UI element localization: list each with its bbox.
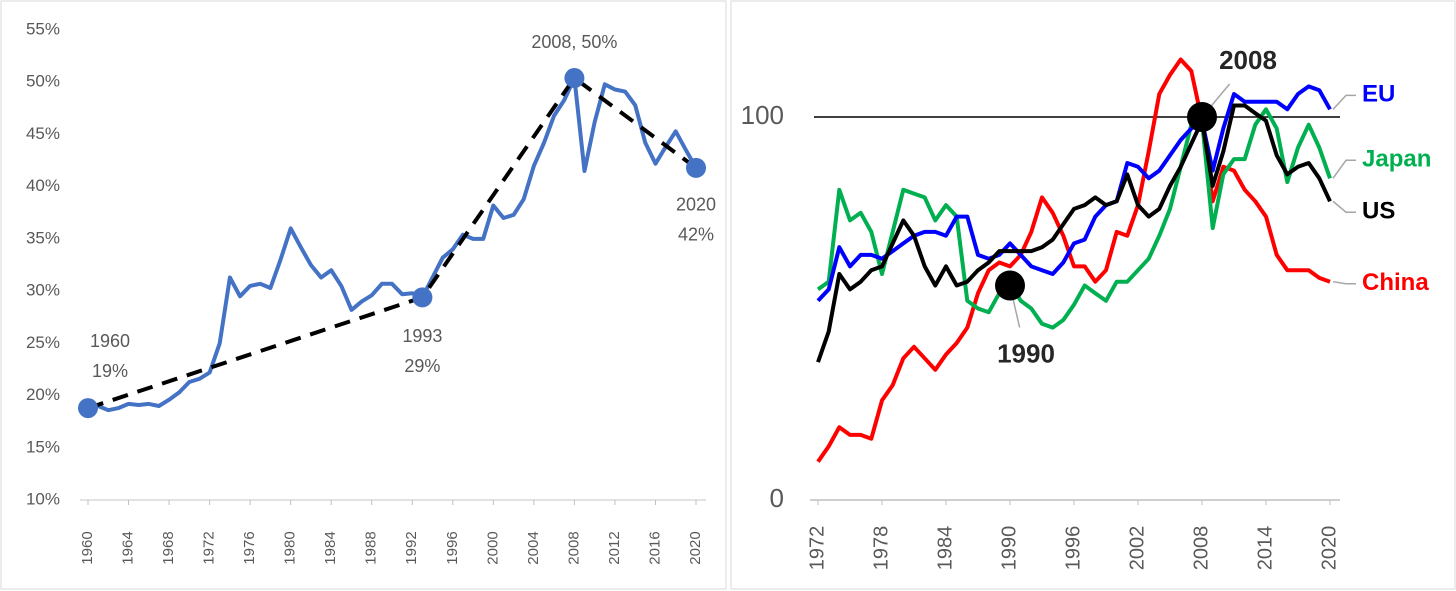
x-tick-label: 2002 — [1126, 526, 1148, 571]
trend-point — [412, 287, 433, 308]
series-line — [816, 107, 1332, 330]
marker-point — [995, 270, 1025, 301]
annotation: 2008, 50% — [531, 32, 617, 52]
x-tick-label: 1992 — [403, 531, 420, 564]
y-tick-label: 25% — [26, 333, 60, 352]
y-tick-label: 40% — [26, 176, 60, 195]
trend-point — [78, 398, 98, 419]
x-tick-label: 1996 — [444, 531, 461, 564]
marker-label: 1990 — [997, 338, 1055, 368]
x-tick-label: 1978 — [870, 526, 892, 571]
y-tick-label: 45% — [26, 124, 60, 143]
x-tick-label: 2020 — [1318, 526, 1340, 571]
x-tick-label: 2020 — [687, 531, 704, 564]
y-tick-label: 10% — [26, 489, 60, 508]
x-tick-label: 1984 — [322, 531, 339, 564]
trend-line — [87, 75, 698, 410]
trend-point — [564, 68, 585, 89]
trend-point — [686, 157, 706, 178]
x-tick-label: 1990 — [998, 526, 1020, 571]
leader-line — [1332, 94, 1356, 110]
leader-line — [1332, 200, 1356, 214]
legend-label: EU — [1362, 81, 1395, 108]
series-line — [816, 103, 1332, 363]
y-tick-label: 20% — [26, 385, 60, 404]
x-tick-label: 1988 — [363, 531, 380, 564]
x-tick-label: 2014 — [1254, 526, 1276, 571]
legend-label: China — [1362, 269, 1429, 296]
y-tick-label: 15% — [26, 437, 60, 456]
x-tick-label: 2008 — [1190, 526, 1212, 571]
annotation: 1993 — [402, 326, 442, 346]
x-tick-label: 2016 — [646, 531, 663, 564]
annotation: 29% — [404, 356, 440, 376]
legend-label: US — [1362, 198, 1395, 225]
leader-line — [1332, 280, 1356, 285]
series-line — [87, 76, 698, 413]
x-tick-label: 1960 — [79, 531, 96, 564]
series-line — [816, 84, 1332, 303]
x-tick-label: 2012 — [606, 531, 623, 564]
x-tick-label: 1984 — [934, 526, 956, 571]
panel-border — [730, 0, 1456, 590]
marker-point — [1187, 102, 1217, 132]
y-tick-label: 50% — [26, 72, 60, 91]
x-tick-label: 2004 — [525, 531, 542, 564]
annotation: 2020 — [676, 195, 716, 215]
panel-border — [0, 0, 727, 590]
marker-label: 2008 — [1219, 45, 1277, 75]
annotation: 42% — [678, 225, 714, 245]
x-tick-label: 1972 — [806, 526, 828, 571]
y-tick-label: 55% — [26, 19, 60, 38]
x-tick-label: 2000 — [484, 531, 501, 564]
x-tick-label: 1964 — [120, 531, 137, 564]
y-tick-label: 35% — [26, 228, 60, 247]
y-tick-label: 30% — [26, 281, 60, 300]
series-line — [816, 57, 1331, 463]
y-tick-label: 100 — [741, 100, 784, 130]
annotation: 1960 — [90, 331, 130, 351]
x-tick-label: 1972 — [201, 531, 218, 564]
y-tick-label: 0 — [770, 483, 784, 513]
leader-line — [1332, 159, 1356, 179]
x-tick-label: 1976 — [241, 531, 258, 564]
x-tick-label: 1968 — [160, 531, 177, 564]
x-tick-label: 2008 — [565, 531, 582, 564]
x-tick-label: 1980 — [282, 531, 299, 564]
annotation: 19% — [92, 361, 128, 381]
x-tick-label: 1996 — [1062, 526, 1084, 571]
legend-label: Japan — [1362, 146, 1431, 173]
